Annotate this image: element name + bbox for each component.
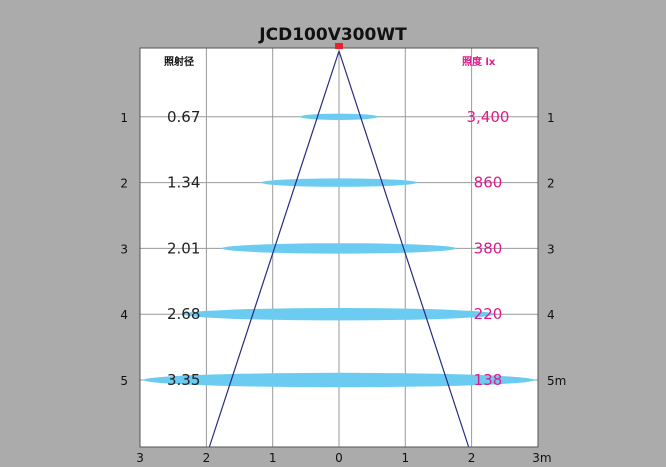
- right-distance-tick: 1: [547, 111, 555, 125]
- beam-ellipses: [143, 113, 535, 388]
- illuminance-value: 138: [474, 371, 503, 389]
- beam-ellipse: [260, 178, 418, 187]
- beam-diameter-value: 0.67: [167, 108, 200, 126]
- diagram-title: JCD100V300WT: [258, 25, 407, 45]
- left-distance-tick: 5: [120, 374, 128, 388]
- beam-edge-left: [208, 50, 340, 448]
- beam-diameter-value: 1.34: [167, 174, 200, 192]
- x-tick-label: 3m: [532, 451, 551, 465]
- left-distance-tick: 4: [120, 308, 128, 322]
- beam-diameter-value: 2.68: [167, 305, 200, 323]
- x-tick-label: 1: [401, 451, 409, 465]
- illuminance-value: 860: [474, 174, 503, 192]
- right-distance-tick: 3: [547, 242, 555, 256]
- right-distance-tick: 5m: [547, 374, 566, 388]
- illuminance-value: 380: [474, 239, 503, 257]
- beam-ellipse: [299, 113, 379, 121]
- beam-edge-right: [338, 50, 470, 448]
- beam-ellipse: [143, 372, 535, 388]
- header-beam-diameter: 照射径: [164, 55, 194, 68]
- header-illuminance: 照度 lx: [462, 55, 496, 68]
- illuminance-value: 220: [474, 305, 503, 323]
- x-tick-label: 3: [136, 451, 144, 465]
- x-tick-label: 2: [203, 451, 211, 465]
- row-labels: 1 1 0.67 3,400 2 2 1.34 860 3 3 2.01 380 4 4 2.68 220 5 5…: [120, 108, 566, 389]
- light-source-marker: [335, 43, 343, 49]
- left-distance-tick: 3: [120, 242, 128, 256]
- illuminance-value: 3,400: [467, 108, 510, 126]
- x-tick-label: 0: [335, 451, 343, 465]
- left-distance-tick: 2: [120, 177, 128, 191]
- left-distance-tick: 1: [120, 111, 128, 125]
- beam-ellipse: [182, 308, 496, 321]
- beam-diameter-value: 2.01: [167, 239, 200, 257]
- beam-cone: [208, 50, 470, 448]
- right-distance-tick: 4: [547, 308, 555, 322]
- beam-ellipse: [221, 243, 457, 254]
- beam-diameter-value: 3.35: [167, 371, 200, 389]
- x-axis-ticks: 3 2 1 0 1 2 3m: [136, 451, 551, 465]
- x-tick-label: 1: [269, 451, 277, 465]
- x-tick-label: 2: [468, 451, 476, 465]
- right-distance-tick: 2: [547, 177, 555, 191]
